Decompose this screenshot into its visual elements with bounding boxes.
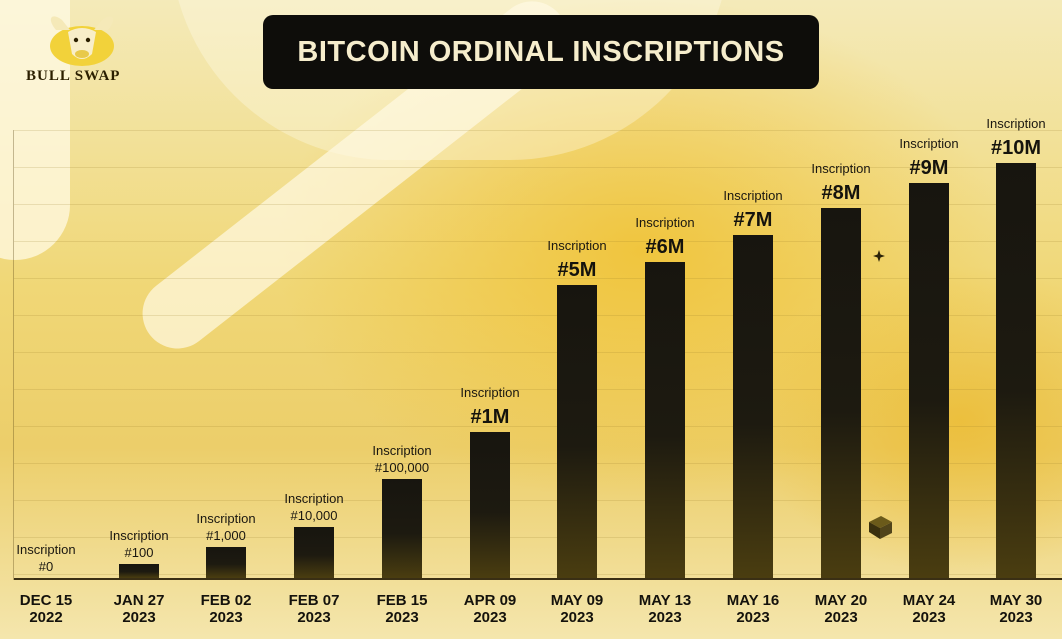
bar: [645, 262, 685, 578]
data-label-caption: Inscription: [899, 136, 959, 151]
data-label-value: #0: [38, 559, 54, 574]
x-tick-label: FEB 15 2023: [357, 592, 447, 626]
x-tick-label: APR 09 2023: [445, 592, 535, 626]
x-tick-label: DEC 15 2022: [1, 592, 91, 626]
x-tick-year: 2023: [648, 609, 682, 626]
data-label-value: #9M: [909, 157, 949, 179]
gridline: [14, 315, 1062, 316]
bar: [206, 547, 246, 578]
bull-head-icon: [50, 16, 114, 66]
data-label-value: #6M: [645, 236, 685, 258]
bar: [382, 479, 422, 578]
gridline: [14, 537, 1062, 538]
x-tick-label: MAY 16 2023: [708, 592, 798, 626]
bar: [470, 432, 510, 578]
gridline: [14, 426, 1062, 427]
x-tick-date: JAN 27: [113, 592, 165, 609]
data-label-caption: Inscription: [547, 238, 607, 253]
x-tick-year: 2022: [29, 609, 63, 626]
data-label-caption: Inscription: [196, 511, 256, 526]
x-tick-year: 2023: [736, 609, 770, 626]
data-label-caption: Inscription: [811, 161, 871, 176]
gridline: [14, 167, 1062, 168]
data-label-value: #5M: [557, 259, 597, 281]
data-label-value: #1,000: [206, 528, 246, 543]
x-tick-date: FEB 15: [376, 592, 428, 609]
bar: [996, 163, 1036, 578]
x-tick-date: MAY 16: [726, 592, 780, 609]
title-banner: BITCOIN ORDINAL INSCRIPTIONS: [263, 15, 819, 89]
chart-title: BITCOIN ORDINAL INSCRIPTIONS: [297, 35, 785, 68]
x-tick-date: MAY 30: [989, 592, 1043, 609]
x-tick-year: 2023: [209, 609, 243, 626]
data-label-caption: Inscription: [460, 385, 520, 400]
data-label-value: #8M: [821, 182, 861, 204]
x-tick-year: 2023: [824, 609, 858, 626]
y-axis-line: [13, 130, 14, 580]
x-tick-date: APR 09: [463, 592, 517, 609]
x-tick-label: FEB 07 2023: [269, 592, 359, 626]
data-label-caption: Inscription: [16, 542, 76, 557]
x-tick-year: 2023: [999, 609, 1033, 626]
data-label-value: #1M: [470, 406, 510, 428]
decorative-cube-icon: [869, 516, 892, 539]
gridline: [14, 278, 1062, 279]
x-tick-label: MAY 24 2023: [884, 592, 974, 626]
sparkle-icon: [873, 250, 885, 262]
x-tick-label: MAY 13 2023: [620, 592, 710, 626]
x-tick-label: JAN 27 2023: [94, 592, 184, 626]
bar: [119, 564, 159, 578]
x-tick-date: MAY 20: [814, 592, 868, 609]
data-label-value: #7M: [733, 209, 773, 231]
gridline: [14, 204, 1062, 205]
x-tick-date: MAY 13: [638, 592, 692, 609]
x-tick-date: MAY 24: [902, 592, 956, 609]
x-tick-year: 2023: [912, 609, 946, 626]
x-tick-year: 2023: [297, 609, 331, 626]
x-tick-label: MAY 20 2023: [796, 592, 886, 626]
data-label-value: #100: [124, 545, 154, 560]
x-tick-label: MAY 09 2023: [532, 592, 622, 626]
gridline: [14, 389, 1062, 390]
data-label-value: #10M: [990, 137, 1042, 159]
data-label-caption: Inscription: [284, 491, 344, 506]
logo: BULL SWAP: [22, 12, 147, 90]
gridline: [14, 130, 1062, 131]
gridline: [14, 574, 1062, 575]
x-tick-label: FEB 02 2023: [181, 592, 271, 626]
data-label-caption: Inscription: [986, 116, 1046, 131]
x-tick-label: MAY 30 2023: [971, 592, 1061, 626]
x-tick-date: FEB 07: [288, 592, 340, 609]
x-axis-line: [14, 578, 1062, 580]
bar: [557, 285, 597, 578]
x-tick-year: 2023: [473, 609, 507, 626]
logo-text: BULL SWAP: [26, 68, 121, 84]
x-tick-year: 2023: [560, 609, 594, 626]
bar: [294, 527, 334, 578]
x-tick-date: DEC 15: [19, 592, 73, 609]
bar: [821, 208, 861, 578]
bar: [733, 235, 773, 578]
gridline: [14, 500, 1062, 501]
gridline: [14, 241, 1062, 242]
data-label-caption: Inscription: [109, 528, 169, 543]
x-tick-date: MAY 09: [550, 592, 604, 609]
x-tick-date: FEB 02: [200, 592, 252, 609]
data-label-caption: Inscription: [372, 443, 432, 458]
x-tick-year: 2023: [385, 609, 419, 626]
x-tick-year: 2023: [122, 609, 156, 626]
gridline: [14, 352, 1062, 353]
gridline: [14, 463, 1062, 464]
bar: [909, 183, 949, 578]
data-label-caption: Inscription: [723, 188, 783, 203]
data-label-value: #100,000: [374, 460, 430, 475]
data-label-value: #10,000: [290, 508, 338, 523]
data-label-caption: Inscription: [635, 215, 695, 230]
